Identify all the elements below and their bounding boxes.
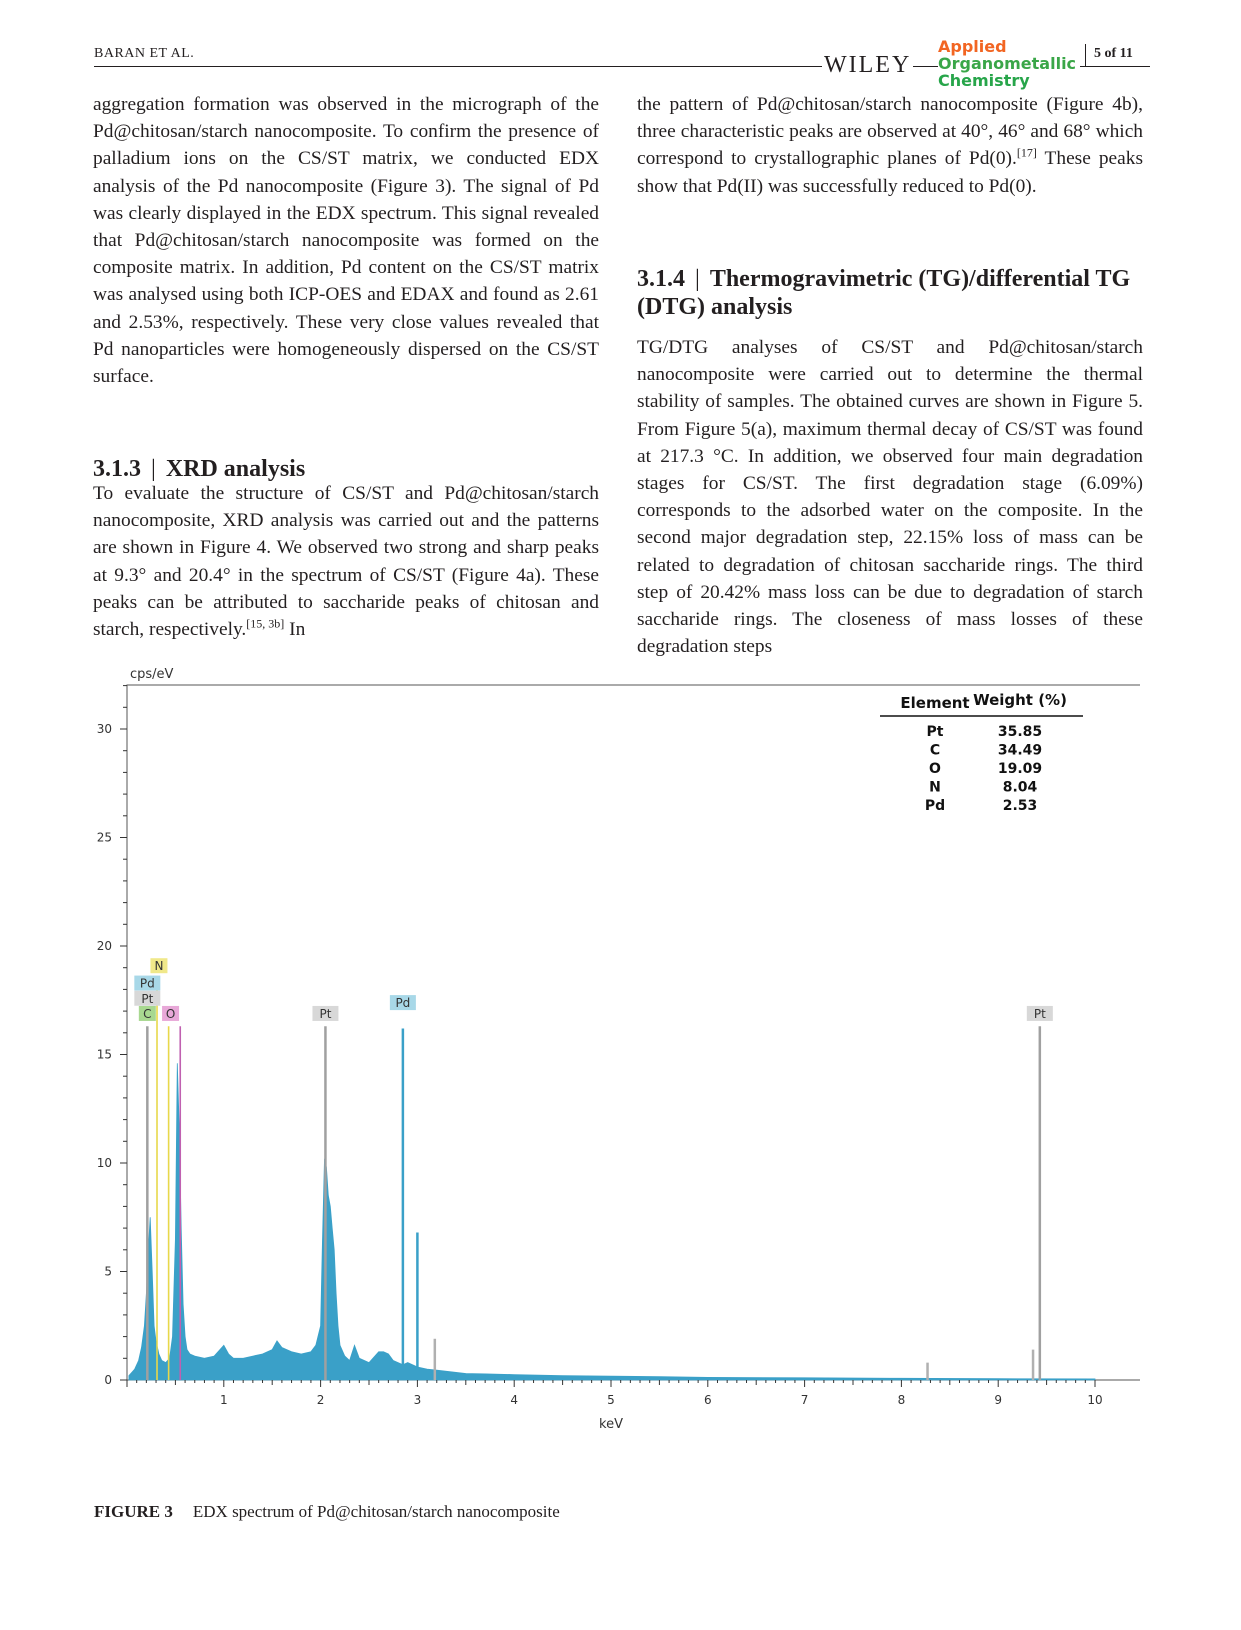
left-column-lower: To evaluate the structure of CS/ST and P… bbox=[93, 480, 599, 643]
section-heading-tg: 3.1.4 | Thermogravimetric (TG)/differentia… bbox=[637, 265, 1143, 321]
y-tick-label: 0 bbox=[104, 1373, 112, 1387]
x-tick-label: 6 bbox=[704, 1393, 712, 1407]
x-tick-label: 9 bbox=[994, 1393, 1002, 1407]
paragraph-xrd-cont: the pattern of Pd@chitosan/starch nanoco… bbox=[637, 91, 1143, 200]
y-tick-label: 25 bbox=[97, 831, 112, 845]
right-column: the pattern of Pd@chitosan/starch nanoco… bbox=[637, 91, 1143, 200]
peak-label: Pt bbox=[134, 990, 161, 1006]
paragraph-edx: aggregation formation was observed in th… bbox=[93, 94, 599, 388]
peak-label-box bbox=[389, 995, 416, 1011]
peak-label: O bbox=[162, 1005, 180, 1021]
y-tick-label: 10 bbox=[97, 1156, 112, 1170]
peak-label-box bbox=[134, 975, 161, 991]
journal-logo: Applied Organometallic Chemistry bbox=[938, 37, 1081, 90]
peak-label-text: Pd bbox=[140, 977, 155, 991]
table-cell-element: Pt bbox=[927, 724, 944, 740]
peak-label: Pd bbox=[389, 995, 416, 1011]
right-column-lower: TG/DTG analyses of CS/ST and Pd@chitosan… bbox=[637, 334, 1143, 660]
plot-frame bbox=[126, 684, 1140, 1381]
paragraph-tg: TG/DTG analyses of CS/ST and Pd@chitosan… bbox=[637, 337, 1143, 658]
peak-label-box bbox=[134, 990, 161, 1006]
citation: [15, 3b] bbox=[246, 616, 285, 631]
section-number: 3.1.4 bbox=[637, 266, 685, 292]
paragraph-xrd: To evaluate the structure of CS/ST and P… bbox=[93, 480, 599, 643]
section-separator: | bbox=[151, 456, 156, 482]
y-tick-label: 30 bbox=[97, 722, 112, 736]
peak-label-box bbox=[138, 1005, 156, 1021]
table-cell-element: C bbox=[930, 743, 940, 759]
x-tick-label: 8 bbox=[898, 1393, 906, 1407]
table-cell-weight: 34.49 bbox=[998, 743, 1042, 759]
section-number: 3.1.3 bbox=[93, 456, 141, 482]
section-separator: | bbox=[695, 266, 700, 292]
peak-label-text: Pt bbox=[141, 992, 153, 1006]
citation: [17] bbox=[1016, 145, 1037, 160]
y-axis-label: cps/eV bbox=[130, 668, 174, 682]
page-number-divider bbox=[1085, 44, 1086, 66]
paragraph-xrd-cont-tail: These peaks show that Pd(II) was success… bbox=[637, 148, 1143, 197]
paragraph-xrd-text: To evaluate the structure of CS/ST and P… bbox=[93, 483, 599, 641]
peak-label-text: Pt bbox=[319, 1007, 331, 1021]
peak-label-text: Pd bbox=[395, 996, 410, 1010]
x-tick-label: 4 bbox=[510, 1393, 518, 1407]
left-column: aggregation formation was observed in th… bbox=[93, 91, 599, 390]
x-axis-label: keV bbox=[599, 1417, 623, 1432]
x-tick-label: 1 bbox=[220, 1393, 228, 1407]
table-cell-weight: 19.09 bbox=[998, 761, 1042, 777]
peak-label: Pd bbox=[134, 975, 161, 991]
peak-label-box bbox=[162, 1005, 180, 1021]
spectrum-series bbox=[128, 1063, 1096, 1381]
peak-label-box bbox=[1026, 1005, 1053, 1021]
peak-label-text: O bbox=[166, 1007, 175, 1021]
peak-label: C bbox=[138, 1005, 156, 1021]
peak-label-text: Pt bbox=[1034, 1007, 1046, 1021]
peak-label-box bbox=[150, 958, 168, 974]
table-cell-weight: 35.85 bbox=[998, 724, 1042, 740]
y-tick-label: 20 bbox=[97, 939, 112, 953]
peak-label-text: C bbox=[143, 1007, 151, 1021]
page-number: 5 of 11 bbox=[1094, 46, 1133, 61]
table-cell-weight: 2.53 bbox=[1003, 798, 1038, 814]
section-title: XRD analysis bbox=[165, 456, 306, 482]
peak-label-text: N bbox=[154, 959, 163, 973]
table-cell-element: O bbox=[929, 761, 941, 777]
figure-caption: FIGURE 3 EDX spectrum of Pd@chitosan/star… bbox=[94, 1502, 560, 1522]
section-title: Thermogravimetric (TG)/differential TG (… bbox=[637, 266, 1131, 320]
x-tick-label: 3 bbox=[414, 1393, 422, 1407]
x-tick-label: 7 bbox=[801, 1393, 809, 1407]
table-header-weight: Weight (%) bbox=[973, 691, 1067, 709]
journal-logo-line3: Chemistry bbox=[938, 71, 1030, 90]
y-tick-label: 15 bbox=[97, 1048, 112, 1062]
y-tick-label: 5 bbox=[104, 1265, 112, 1279]
paragraph-xrd-cont-text: the pattern of Pd@chitosan/starch nanoco… bbox=[637, 94, 1143, 170]
paragraph-xrd-tail: In bbox=[284, 619, 306, 641]
peak-label: Pt bbox=[1026, 1005, 1053, 1021]
section-heading-xrd: 3.1.3 | XRD analysis bbox=[93, 455, 305, 483]
table-cell-weight: 8.04 bbox=[1003, 780, 1038, 796]
journal-logo-line1: Applied bbox=[938, 37, 1007, 56]
table-cell-element: Pd bbox=[925, 798, 945, 814]
header-rule bbox=[94, 66, 1150, 67]
journal-logo-line2: Organometallic bbox=[938, 54, 1077, 73]
x-tick-label: 10 bbox=[1087, 1393, 1102, 1407]
x-tick-label: 2 bbox=[317, 1393, 325, 1407]
peak-label-box bbox=[312, 1005, 339, 1021]
figure-caption-text: EDX spectrum of Pd@chitosan/starch nanoc… bbox=[192, 1502, 560, 1521]
x-tick-label: 5 bbox=[607, 1393, 615, 1407]
table-header-element: Element bbox=[900, 694, 969, 712]
running-head-author: BARAN ET AL. bbox=[94, 46, 195, 61]
table-cell-element: N bbox=[929, 780, 941, 796]
publisher-logo: WILEY bbox=[822, 52, 914, 79]
figure-label: FIGURE 3 bbox=[94, 1502, 173, 1521]
peak-label: N bbox=[150, 958, 168, 974]
peak-label: Pt bbox=[312, 1005, 339, 1021]
